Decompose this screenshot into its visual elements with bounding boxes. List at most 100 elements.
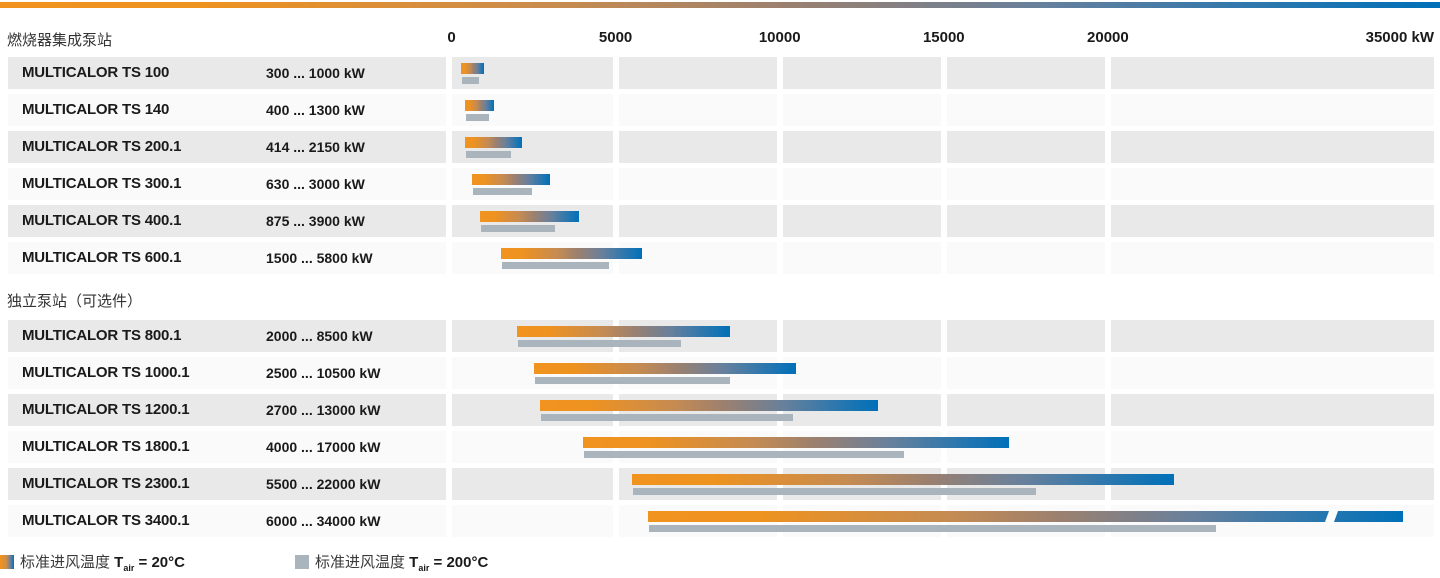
row-label-block: MULTICALOR TS 800.1 2000 ... 8500 kW <box>8 320 446 352</box>
table-row: MULTICALOR TS 2300.1 5500 ... 22000 kW <box>0 468 1440 500</box>
grid-cell <box>946 205 1105 237</box>
model-name-label: MULTICALOR TS 1200.1 <box>22 401 190 418</box>
power-bar-air20 <box>533 363 797 374</box>
grid-cell <box>618 131 777 163</box>
grid-cell <box>946 242 1105 274</box>
model-name-label: MULTICALOR TS 600.1 <box>22 249 182 266</box>
row-label-block: MULTICALOR TS 400.1 875 ... 3900 kW <box>8 205 446 237</box>
grid-cell <box>618 168 777 200</box>
model-name-label: MULTICALOR TS 2300.1 <box>22 475 190 492</box>
table-row: MULTICALOR TS 200.1 414 ... 2150 kW <box>0 131 1440 163</box>
power-bar-air200 <box>541 413 793 421</box>
axis-tick-label: 10000 <box>758 29 801 46</box>
grid-cell <box>451 505 613 537</box>
power-range-label: 630 ... 3000 kW <box>266 176 365 192</box>
row-label-block: MULTICALOR TS 200.1 414 ... 2150 kW <box>8 131 446 163</box>
grid-cell <box>782 168 941 200</box>
row-label-block: MULTICALOR TS 2300.1 5500 ... 22000 kW <box>8 468 446 500</box>
grid-cell <box>946 94 1105 126</box>
row-label-block: MULTICALOR TS 1200.1 2700 ... 13000 kW <box>8 394 446 426</box>
grid-cell <box>782 357 941 389</box>
grid-cell <box>1110 205 1434 237</box>
axis-tick-label: 0 <box>447 29 456 46</box>
grid-cell <box>618 242 777 274</box>
model-name-label: MULTICALOR TS 300.1 <box>22 175 182 192</box>
table-row: MULTICALOR TS 800.1 2000 ... 8500 kW <box>0 320 1440 352</box>
power-bar-air20 <box>472 174 550 185</box>
power-bar-air200 <box>481 224 555 232</box>
grid-cell <box>618 205 777 237</box>
grid-cell <box>1110 357 1434 389</box>
model-name-label: MULTICALOR TS 400.1 <box>22 212 182 229</box>
table-row: MULTICALOR TS 1000.1 2500 ... 10500 kW <box>0 357 1440 389</box>
grid-cell <box>1110 320 1434 352</box>
power-bar-air200 <box>473 187 532 195</box>
grid-cell <box>782 131 941 163</box>
axis-tick-label: 5000 <box>598 29 633 46</box>
grid-cell <box>618 94 777 126</box>
grid-cell <box>946 320 1105 352</box>
row-label-block: MULTICALOR TS 140 400 ... 1300 kW <box>8 94 446 126</box>
grid-cell <box>782 94 941 126</box>
section-title-burner-integrated: 燃烧器集成泵站 <box>7 32 113 49</box>
model-name-label: MULTICALOR TS 200.1 <box>22 138 182 155</box>
grid-cell <box>946 394 1105 426</box>
model-name-label: MULTICALOR TS 100 <box>22 64 170 81</box>
power-bar-air20 <box>632 474 1174 485</box>
power-bar-air200 <box>501 261 610 269</box>
grid-cell <box>1110 57 1434 89</box>
grid-cell <box>1110 242 1434 274</box>
legend-label: 标准进风温度 Tair = 20°C <box>20 554 185 573</box>
power-range-label: 300 ... 1000 kW <box>266 65 365 81</box>
power-bar-air20 <box>582 437 1010 448</box>
grid-cell <box>1110 94 1434 126</box>
power-bar-air200 <box>462 76 480 84</box>
legend-item: 标准进风温度 Tair = 200°C <box>295 552 489 573</box>
legend-swatch-gradient-icon <box>0 555 14 569</box>
axis-end-label: 35000 kW <box>1365 29 1434 46</box>
table-row: MULTICALOR TS 1800.1 4000 ... 17000 kW <box>0 431 1440 463</box>
grid-cell <box>782 205 941 237</box>
table-row: MULTICALOR TS 300.1 630 ... 3000 kW <box>0 168 1440 200</box>
axis-tick-label: 20000 <box>1087 29 1129 46</box>
power-range-label: 4000 ... 17000 kW <box>266 439 381 455</box>
power-bar-air20 <box>465 137 523 148</box>
power-bar-air200 <box>534 376 731 384</box>
power-bar-air200 <box>466 150 511 158</box>
power-range-label: 5500 ... 22000 kW <box>266 476 381 492</box>
power-bar-air200 <box>649 524 1217 532</box>
row-label-block: MULTICALOR TS 1800.1 4000 ... 17000 kW <box>8 431 446 463</box>
axis-tick-label: 15000 <box>922 29 965 46</box>
grid-cell <box>1110 431 1434 463</box>
legend-swatch-gray-icon <box>295 555 309 569</box>
power-range-label: 875 ... 3900 kW <box>266 213 365 229</box>
section-title-standalone: 独立泵站（可选件） <box>7 293 143 310</box>
grid-cell <box>946 57 1105 89</box>
power-bar-air20 <box>480 211 580 222</box>
grid-cell <box>782 320 941 352</box>
table-row: MULTICALOR TS 1200.1 2700 ... 13000 kW <box>0 394 1440 426</box>
power-bar-air20 <box>540 400 879 411</box>
power-range-label: 400 ... 1300 kW <box>266 102 365 118</box>
power-bar-air20 <box>517 326 731 337</box>
table-row: MULTICALOR TS 600.1 1500 ... 5800 kW <box>0 242 1440 274</box>
grid-cell <box>782 57 941 89</box>
row-label-block: MULTICALOR TS 100 300 ... 1000 kW <box>8 57 446 89</box>
power-bar-air20 <box>500 248 642 259</box>
model-name-label: MULTICALOR TS 800.1 <box>22 327 182 344</box>
grid-cell <box>946 168 1105 200</box>
power-bar-air200 <box>633 487 1036 495</box>
power-range-label: 2000 ... 8500 kW <box>266 328 373 344</box>
top-accent-gradient-bar <box>0 2 1440 8</box>
model-name-label: MULTICALOR TS 3400.1 <box>22 512 190 529</box>
model-name-label: MULTICALOR TS 1000.1 <box>22 364 190 381</box>
model-name-label: MULTICALOR TS 140 <box>22 101 170 118</box>
row-label-block: MULTICALOR TS 3400.1 6000 ... 34000 kW <box>8 505 446 537</box>
power-range-label: 414 ... 2150 kW <box>266 139 365 155</box>
legend-label: 标准进风温度 Tair = 200°C <box>315 554 489 573</box>
table-row: MULTICALOR TS 3400.1 6000 ... 34000 kW <box>0 505 1440 537</box>
grid-cell <box>946 357 1105 389</box>
grid-cell <box>1110 131 1434 163</box>
row-label-block: MULTICALOR TS 300.1 630 ... 3000 kW <box>8 168 446 200</box>
